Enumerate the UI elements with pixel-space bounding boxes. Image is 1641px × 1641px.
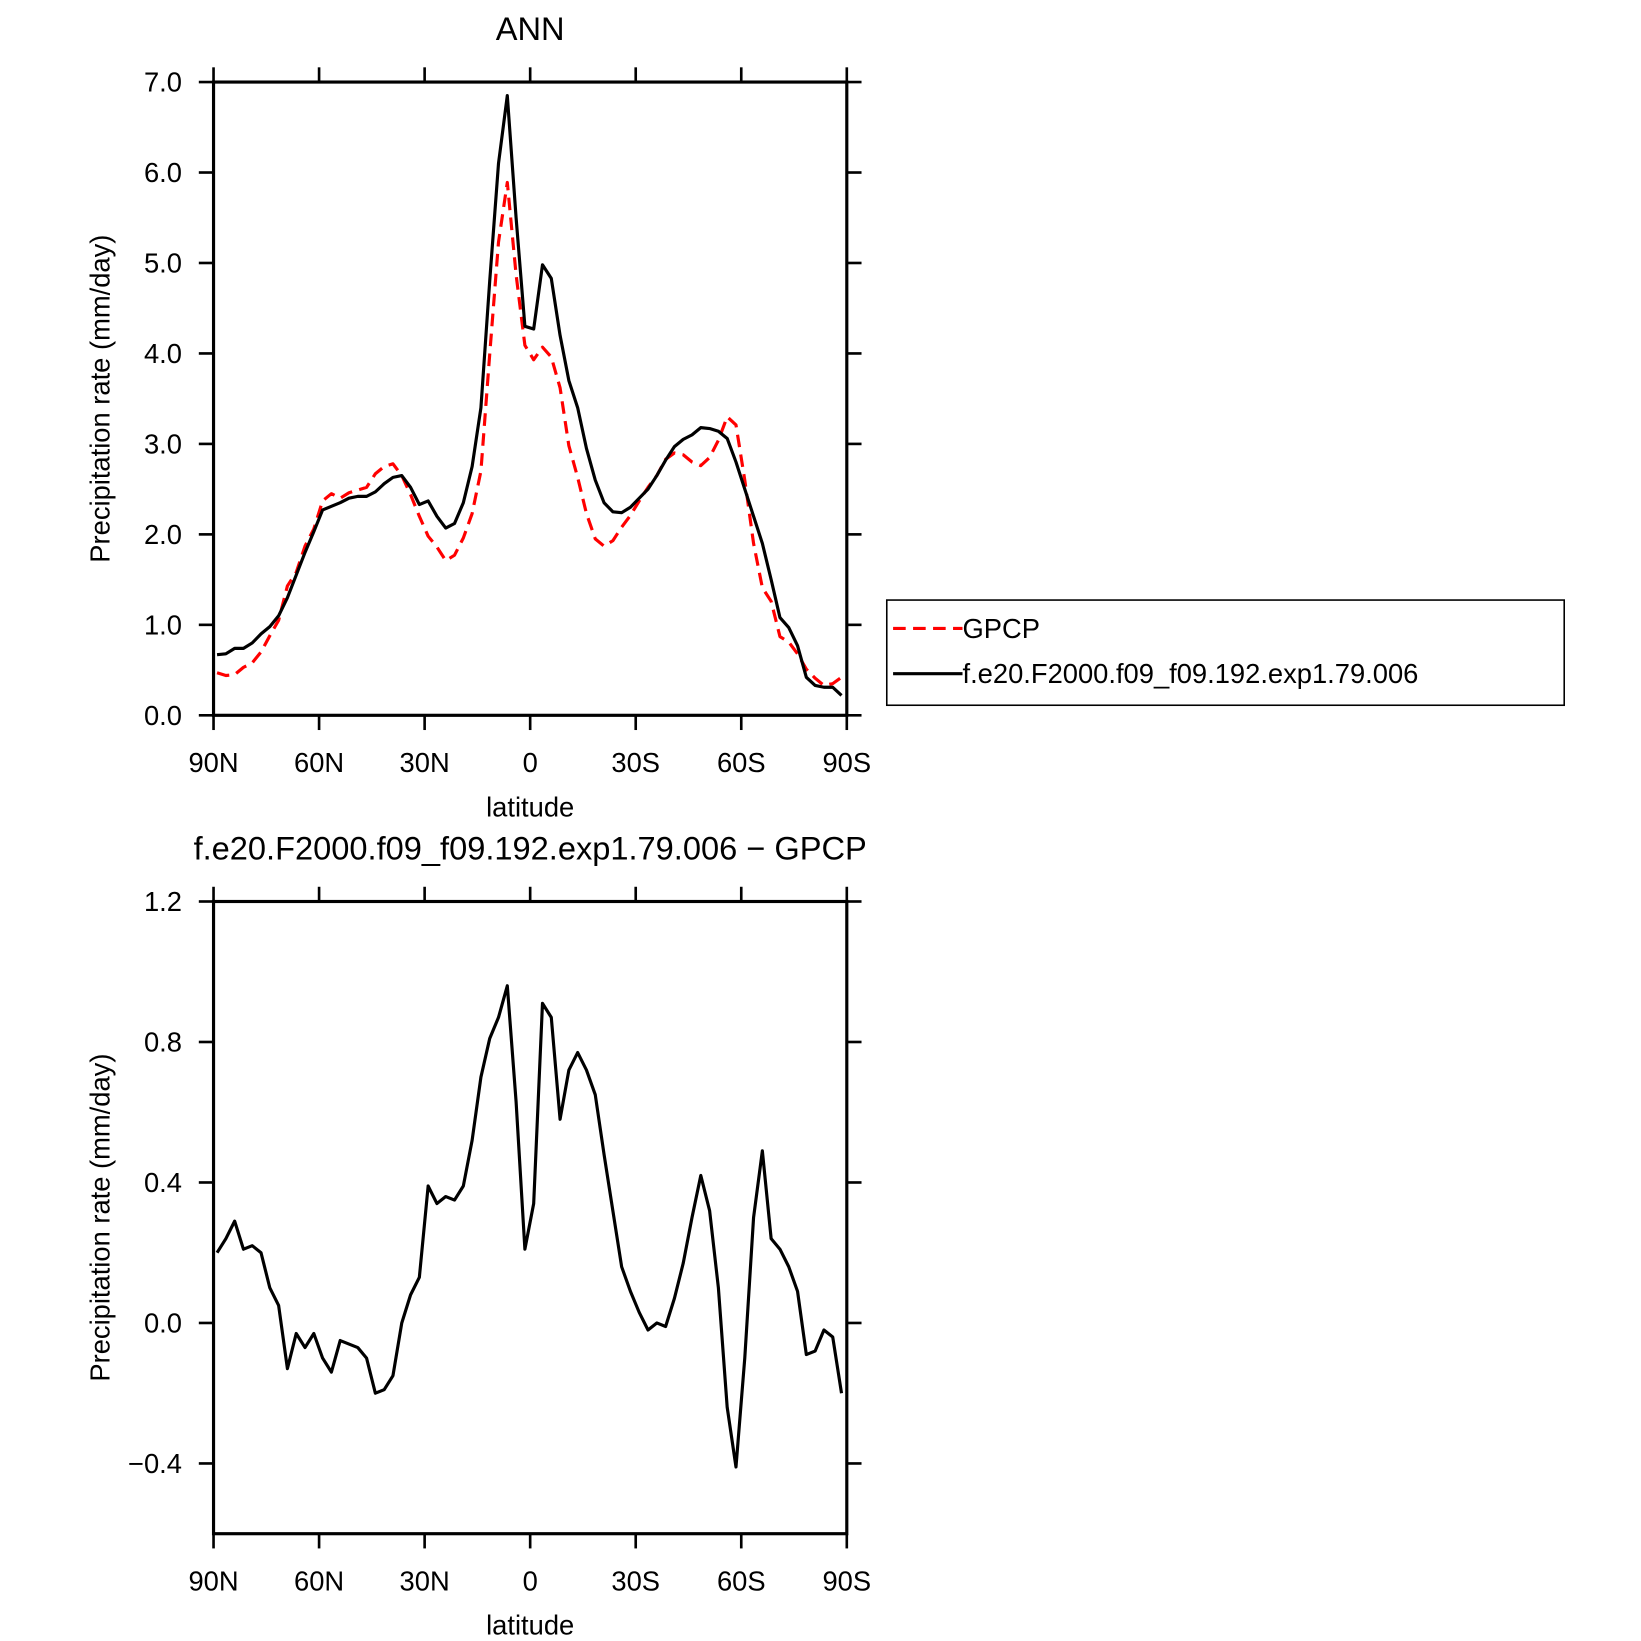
x-tick-label: 30S <box>611 1566 660 1597</box>
y-axis-label: Precipitation rate (mm/day) <box>84 1054 115 1382</box>
x-tick-label: 60N <box>294 1566 344 1597</box>
plot-frame <box>211 80 849 717</box>
plot-frame <box>211 899 849 1536</box>
y-tick-label: 0.0 <box>144 1307 182 1338</box>
x-tick-label: 90S <box>822 747 871 778</box>
x-axis-label: latitude <box>486 1610 574 1641</box>
y-tick-label: 3.0 <box>144 428 182 459</box>
x-tick-label: 30N <box>400 747 450 778</box>
x-tick-label: 90N <box>188 1566 238 1597</box>
y-tick-label: 1.2 <box>144 886 182 917</box>
data-line <box>215 984 844 1469</box>
y-tick-label: −0.4 <box>128 1448 182 1479</box>
legend-box <box>885 599 1565 707</box>
x-tick-label: 90S <box>822 1566 871 1597</box>
legend-label: f.e20.F2000.f09_f09.192.exp1.79.006 <box>963 658 1419 689</box>
y-tick-label: 0.0 <box>144 700 182 731</box>
data-line <box>216 180 843 688</box>
x-tick-label: 60N <box>294 747 344 778</box>
data-line <box>216 94 843 697</box>
x-tick-label: 0 <box>523 1566 538 1597</box>
x-tick-label: 30N <box>400 1566 450 1597</box>
x-tick-label: 60S <box>717 747 766 778</box>
y-tick-label: 5.0 <box>144 247 182 278</box>
x-tick-label: 90N <box>188 747 238 778</box>
y-tick-label: 6.0 <box>144 157 182 188</box>
y-tick-label: 0.8 <box>144 1026 182 1057</box>
chart-title: ANN <box>496 10 565 47</box>
x-axis-label: latitude <box>486 791 574 822</box>
y-tick-label: 2.0 <box>144 519 182 550</box>
y-tick-label: 0.4 <box>144 1167 182 1198</box>
x-tick-label: 60S <box>717 1566 766 1597</box>
x-tick-label: 0 <box>523 747 538 778</box>
y-tick-label: 7.0 <box>144 67 182 98</box>
y-tick-label: 4.0 <box>144 338 182 369</box>
y-tick-label: 1.0 <box>144 609 182 640</box>
legend-label: GPCP <box>963 613 1040 644</box>
y-axis-label: Precipitation rate (mm/day) <box>84 235 115 563</box>
x-tick-label: 30S <box>611 747 660 778</box>
chart-title: f.e20.F2000.f09_f09.192.exp1.79.006 − GP… <box>194 829 867 866</box>
